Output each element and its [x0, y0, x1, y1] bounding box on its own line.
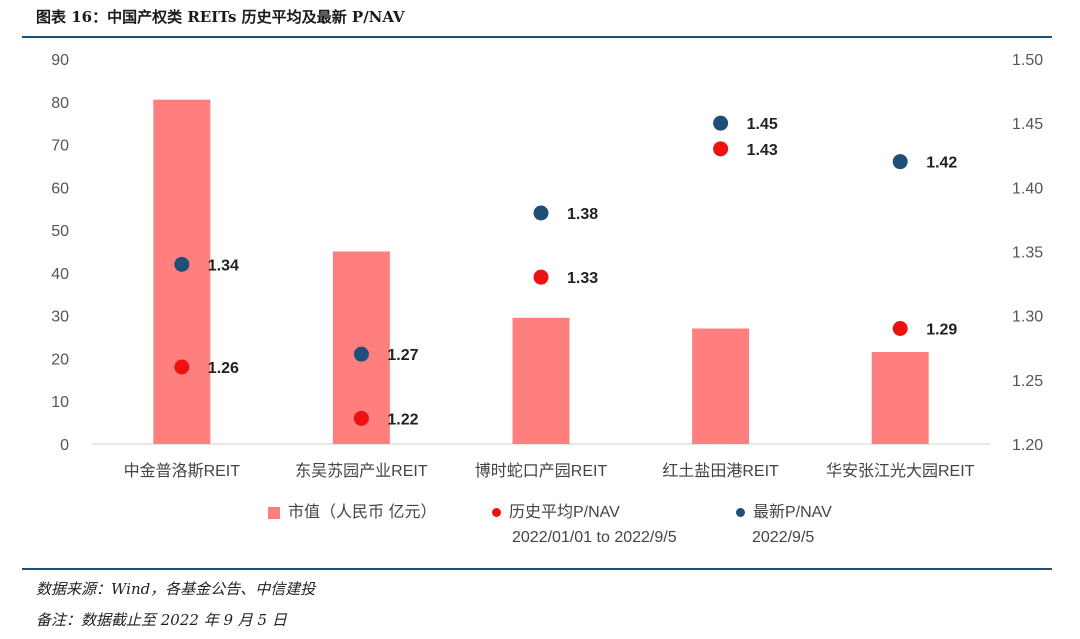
category-labels: 中金普洛斯REIT 东吴苏园产业REIT 博时蛇口产园REIT 红土盐田港REIT 华安… [124, 462, 975, 480]
right-axis-tick-label: 1.25 [1012, 373, 1043, 390]
latest-pnav-label: 1.27 [387, 347, 418, 364]
latest-pnav-point [533, 205, 549, 221]
hist-pnav-label: 1.29 [926, 322, 957, 339]
chart: 0 10 20 30 40 50 60 70 80 90 1.20 1.25 1.30 1.35 1.40… [51, 52, 1043, 480]
category-label: 红土盐田港REIT [662, 462, 779, 480]
market-cap-bar [692, 328, 750, 444]
left-axis-tick-label: 0 [60, 437, 69, 454]
hist-pnav-label: 1.26 [208, 360, 239, 377]
hist-pnav-label: 1.43 [747, 142, 778, 159]
market-cap-bar [871, 352, 929, 444]
category-label: 中金普洛斯REIT [124, 462, 241, 480]
latest-pnav-point [892, 154, 908, 170]
legend-latest: 最新P/NAV 2022/9/5 [736, 500, 832, 550]
left-axis-tick-label: 80 [51, 95, 69, 112]
hist-pnav-point [892, 321, 908, 336]
hist-pnav-label: 1.33 [567, 270, 598, 287]
latest-pnav-label: 1.42 [926, 155, 957, 172]
right-axis-tick-label: 1.50 [1012, 52, 1043, 69]
legend-latest-dot [736, 508, 745, 518]
left-axis-tick-label: 50 [51, 223, 69, 240]
top-rule [22, 36, 1052, 38]
latest-pnav-point [713, 115, 729, 131]
legend-hist: 历史平均P/NAV 2022/01/01 to 2022/9/5 [492, 500, 677, 550]
latest-pnav-label: 1.34 [208, 257, 239, 274]
latest-pnav-label: 1.38 [567, 206, 598, 223]
hist-pnav-label: 1.22 [387, 411, 418, 428]
latest-pnav-point [174, 256, 190, 272]
hist-points: 1.26 1.22 1.33 1.43 1.29 [174, 141, 957, 428]
right-axis-ticks: 1.20 1.25 1.30 1.35 1.40 1.45 1.50 [1012, 52, 1043, 454]
legend-hist-label: 历史平均P/NAV [509, 504, 620, 521]
left-axis-tick-label: 90 [51, 52, 69, 69]
right-axis-tick-label: 1.20 [1012, 437, 1043, 454]
latest-points: 1.34 1.27 1.38 1.45 1.42 [174, 115, 957, 364]
left-axis-tick-label: 70 [51, 138, 69, 155]
legend-latest-label: 最新P/NAV [753, 504, 832, 521]
legend-hist-dot [492, 508, 501, 518]
left-axis-tick-label: 60 [51, 180, 69, 197]
latest-pnav-label: 1.45 [747, 116, 778, 133]
left-axis-ticks: 0 10 20 30 40 50 60 70 80 90 [51, 52, 69, 454]
latest-pnav-point [353, 346, 369, 362]
right-axis-tick-label: 1.40 [1012, 180, 1043, 197]
category-label: 博时蛇口产园REIT [475, 462, 608, 480]
category-label: 东吴苏园产业REIT [295, 462, 428, 480]
source-note: 数据来源：Wind，各基金公告、中信建投 [36, 580, 316, 598]
figure-title: 图表 16：中国产权类 REITs 历史平均及最新 P/NAV [36, 8, 405, 26]
hist-pnav-point [533, 269, 549, 285]
left-axis-tick-label: 40 [51, 266, 69, 283]
legend-bar-label: 市值（人民币 亿元） [288, 504, 437, 521]
left-axis-tick-label: 10 [51, 394, 69, 411]
hist-pnav-point [713, 141, 729, 157]
legend-bar: 市值（人民币 亿元） [268, 500, 436, 525]
bottom-rule [22, 568, 1052, 570]
hist-pnav-point [174, 359, 190, 375]
right-axis-tick-label: 1.45 [1012, 116, 1043, 133]
market-cap-bar [512, 317, 570, 444]
right-axis-tick-label: 1.30 [1012, 309, 1043, 326]
category-label: 华安张江光大园REIT [826, 462, 975, 480]
right-axis-tick-label: 1.35 [1012, 245, 1043, 262]
legend-bar-swatch [268, 506, 280, 519]
left-axis-tick-label: 20 [51, 351, 69, 368]
legend-latest-date: 2022/9/5 [752, 529, 815, 546]
legend-hist-range: 2022/01/01 to 2022/9/5 [512, 529, 677, 546]
remark-note: 备注：数据截止至 2022 年 9 月 5 日 [36, 611, 287, 629]
hist-pnav-point [353, 410, 369, 426]
left-axis-tick-label: 30 [51, 309, 69, 326]
